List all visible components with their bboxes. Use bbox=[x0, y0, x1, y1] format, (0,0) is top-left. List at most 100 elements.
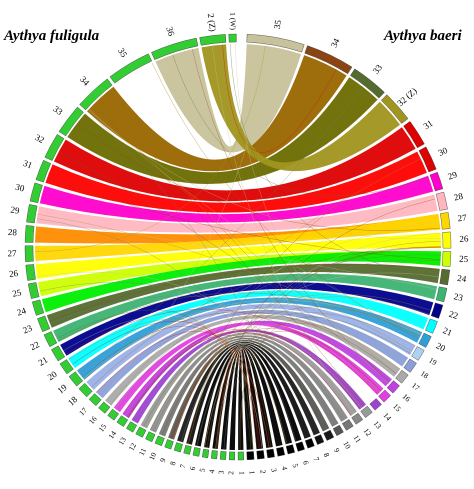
baeri-chromosome-label: 29 bbox=[447, 169, 459, 181]
synteny-ribbon bbox=[36, 194, 438, 233]
baeri-chromosome-label: 12 bbox=[362, 427, 374, 438]
baeri-chromosome-21 bbox=[425, 318, 438, 334]
minor-link bbox=[109, 158, 421, 405]
fuligula-chromosome-label: 18 bbox=[66, 394, 80, 408]
baeri-chromosome-11 bbox=[341, 419, 354, 431]
baeri-chromosome-label: 10 bbox=[341, 440, 353, 451]
fuligula-chromosome-label: 13 bbox=[117, 435, 129, 446]
minor-link bbox=[101, 46, 271, 398]
minor-link bbox=[172, 152, 418, 440]
minor-link bbox=[204, 198, 436, 448]
baeri-chromosome-20 bbox=[418, 332, 432, 348]
fuligula-chromosome-label: 20 bbox=[46, 369, 60, 383]
fuligula-chromosome-label: 16 bbox=[87, 414, 99, 426]
baeri-chromosome-label: 16 bbox=[401, 392, 413, 404]
fuligula-chromosome-label: 1 bbox=[237, 471, 246, 475]
synteny-ribbon bbox=[45, 151, 427, 213]
fuligula-chromosome-3 bbox=[219, 451, 227, 460]
minor-link bbox=[88, 109, 441, 240]
synteny-ribbon bbox=[87, 55, 347, 172]
fuligula-chromosome-label: 28 bbox=[8, 227, 18, 238]
fuligula-chromosome-label: 15 bbox=[97, 422, 109, 434]
minor-link bbox=[235, 44, 389, 384]
minor-link bbox=[211, 45, 354, 414]
fuligula-chromosome-label: 8 bbox=[168, 460, 178, 466]
baeri-chromosome-label: 35 bbox=[272, 19, 284, 30]
baeri-chromosome-label: 30 bbox=[437, 145, 450, 158]
fuligula-chromosome-label: 2 (Z) bbox=[206, 13, 218, 32]
minor-link bbox=[49, 264, 440, 322]
fuligula-chromosome-label: 10 bbox=[147, 451, 158, 462]
minor-link bbox=[197, 247, 441, 446]
fuligula-chromosome-label: 3 bbox=[217, 470, 226, 475]
fuligula-chromosome-label: 27 bbox=[7, 248, 17, 258]
baeri-chromosome-31 bbox=[403, 121, 425, 149]
fuligula-chromosome-2 bbox=[228, 451, 236, 461]
baeri-chromosome-24 bbox=[439, 268, 450, 286]
fuligula-chromosome-33 bbox=[58, 106, 84, 137]
baeri-chromosome-label: 14 bbox=[382, 411, 394, 423]
minor-link bbox=[215, 340, 344, 449]
baeri-chromosome-29 bbox=[429, 171, 444, 192]
minor-link bbox=[36, 220, 437, 290]
fuligula-chromosome-5 bbox=[201, 448, 210, 459]
fuligula-chromosome-label: 12 bbox=[127, 441, 139, 452]
minor-link bbox=[37, 214, 413, 352]
baeri-chromosome-17 bbox=[395, 369, 409, 384]
minor-link bbox=[87, 110, 297, 442]
synteny-ribbon bbox=[212, 346, 283, 449]
baeri-chromosome-label: 1 bbox=[248, 470, 257, 475]
minor-link bbox=[188, 346, 253, 450]
fuligula-chromosome-label: 6 bbox=[188, 465, 198, 471]
minor-link bbox=[230, 44, 439, 279]
synteny-ribbon bbox=[229, 348, 264, 450]
fuligula-chromosome-label: 7 bbox=[178, 463, 188, 469]
fuligula-chromosome-label: 34 bbox=[78, 74, 92, 88]
minor-link bbox=[196, 259, 441, 446]
fuligula-chromosome-label: 5 bbox=[197, 467, 207, 472]
baeri-chromosome-9 bbox=[323, 429, 335, 441]
fuligula-chromosome-label: 25 bbox=[11, 287, 22, 299]
baeri-chromosome-35 bbox=[246, 33, 305, 53]
baeri-chromosome-4 bbox=[276, 446, 285, 457]
fuligula-chromosome-label: 2 bbox=[226, 471, 235, 475]
fuligula-chromosome-label: 14 bbox=[106, 429, 118, 440]
fuligula-chromosome-9 bbox=[164, 439, 174, 450]
baeri-chromosome-label: 6 bbox=[301, 459, 311, 465]
baeri-chromosome-label: 26 bbox=[459, 234, 469, 244]
minor-link bbox=[35, 45, 266, 252]
fuligula-chromosome-22 bbox=[43, 331, 58, 347]
baeri-chromosome-18 bbox=[403, 358, 417, 373]
minor-link bbox=[99, 98, 380, 394]
synteny-ribbon bbox=[177, 341, 320, 443]
minor-link bbox=[222, 44, 337, 153]
minor-link bbox=[93, 104, 365, 406]
fuligula-chromosome-32 bbox=[44, 134, 65, 161]
fuligula-chromosome-30 bbox=[29, 182, 43, 204]
minor-link bbox=[240, 336, 364, 450]
chromosome-ring bbox=[24, 33, 452, 461]
minor-link bbox=[204, 232, 441, 448]
fuligula-chromosome-6 bbox=[192, 447, 201, 457]
baeri-chromosome-28 bbox=[435, 191, 448, 211]
baeri-chromosome-label: 2 bbox=[258, 469, 267, 474]
fuligula-chromosome-20 bbox=[59, 359, 74, 375]
fuligula-chromosome-31 bbox=[35, 160, 52, 183]
baeri-chromosome-5 bbox=[285, 444, 296, 455]
minor-link bbox=[58, 151, 391, 382]
minor-link bbox=[151, 195, 435, 431]
baeri-chromosome-22 bbox=[430, 302, 444, 319]
synteny-ribbon bbox=[140, 332, 357, 429]
baeri-chromosome-16 bbox=[386, 380, 400, 394]
fuligula-chromosome-label: 11 bbox=[137, 446, 148, 457]
fuligula-chromosome-11 bbox=[145, 431, 156, 443]
baeri-chromosome-label: 27 bbox=[457, 212, 468, 223]
baeri-chromosome-32-Z- bbox=[380, 94, 409, 124]
minor-link bbox=[223, 241, 441, 450]
fuligula-chromosome-17 bbox=[88, 393, 102, 407]
synteny-ribbon bbox=[168, 339, 330, 440]
synteny-ribbon bbox=[155, 44, 302, 153]
baeri-chromosome-26 bbox=[442, 231, 452, 249]
baeri-chromosome-19 bbox=[411, 346, 425, 361]
fuligula-chromosome-label: 21 bbox=[37, 355, 50, 368]
